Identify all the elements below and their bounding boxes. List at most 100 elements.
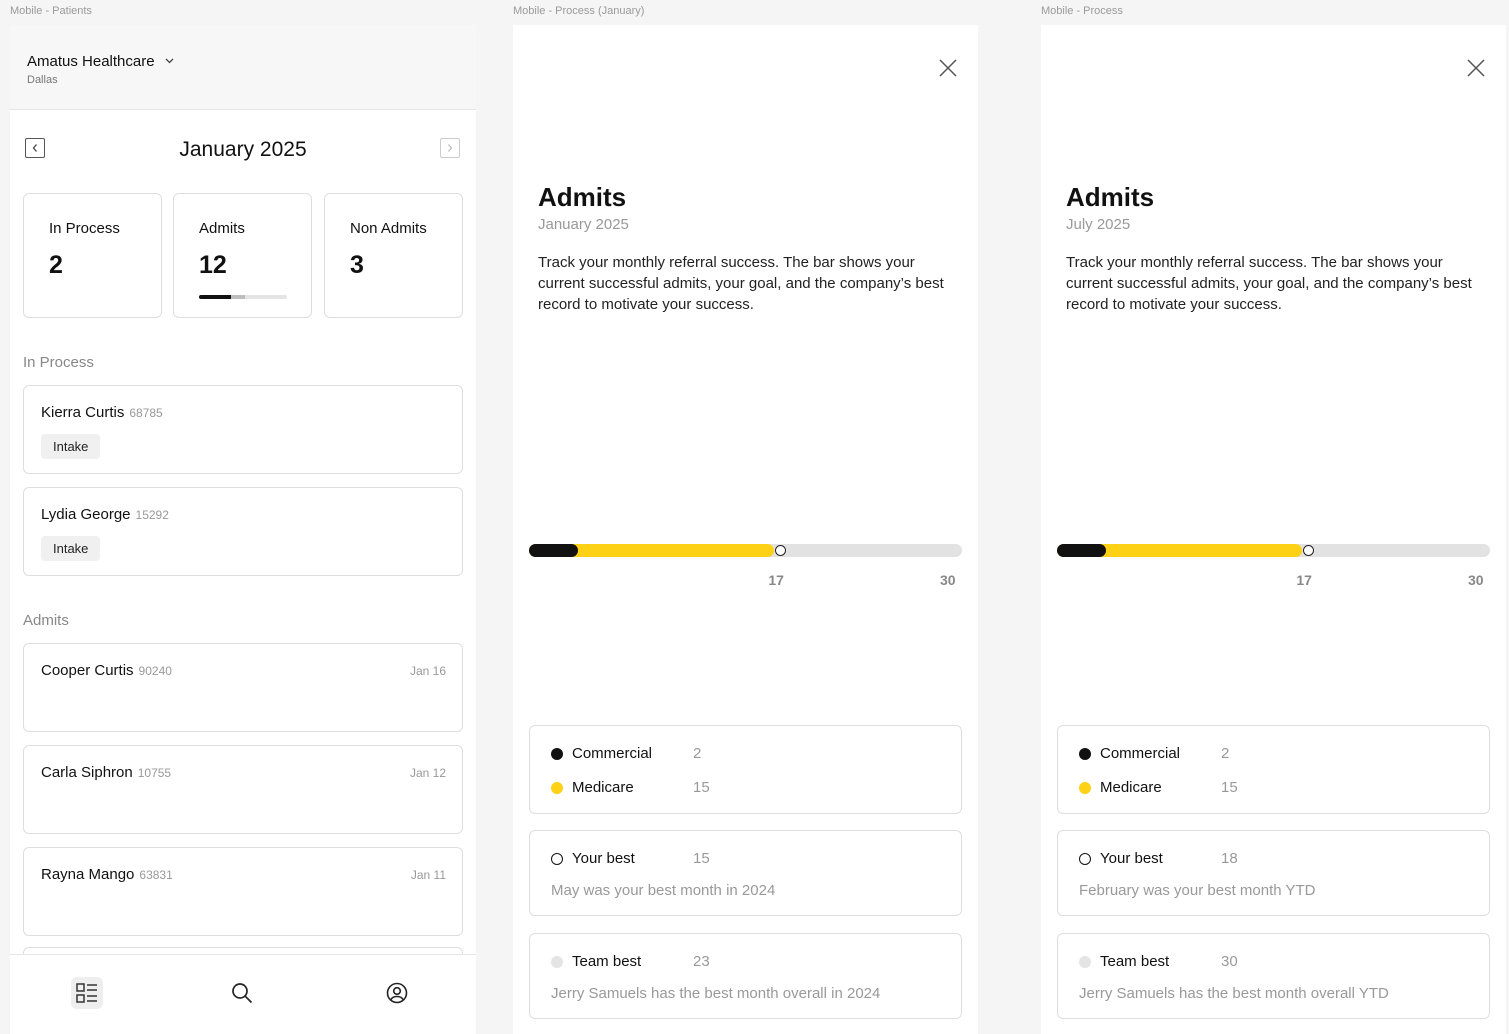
medicare-label: Medicare (572, 779, 634, 796)
patient-name-line: Cooper Curtis 90240 (41, 662, 172, 679)
patient-name-line: Rayna Mango 63831 (41, 866, 173, 883)
nav-search-button[interactable] (226, 977, 258, 1009)
commercial-row: Commercial 2 (1079, 745, 1229, 762)
your-best-value: 18 (1221, 850, 1238, 867)
medicare-label: Medicare (1100, 779, 1162, 796)
chevron-down-icon[interactable] (165, 51, 174, 69)
team-best-dot (1079, 955, 1091, 968)
detail-description: Track your monthly referral success. The… (1066, 254, 1472, 313)
commercial-dot (551, 747, 563, 760)
commercial-row: Commercial 2 (551, 745, 701, 762)
your-best-dot (551, 852, 563, 865)
close-button[interactable] (938, 58, 958, 78)
stat-value: 12 (199, 251, 227, 279)
patient-card[interactable]: Carla Siphron 10755 Jan 12 (23, 745, 463, 834)
commercial-segment (529, 544, 579, 557)
breakdown-card: Commercial 2 Medicare 15 (529, 725, 962, 814)
close-icon (939, 59, 957, 77)
your-best-dot (1079, 852, 1091, 865)
frame-label-process: Mobile - Process (1041, 5, 1123, 17)
patient-id: 15292 (135, 508, 169, 522)
commercial-segment (1057, 544, 1107, 557)
chevron-left-icon (32, 144, 37, 152)
nav-patients-button[interactable] (71, 977, 103, 1009)
patient-card[interactable]: Kierra Curtis 68785 Intake (23, 385, 463, 474)
medicare-progress (230, 295, 245, 299)
medicare-dot (551, 781, 563, 794)
process-january-screen: Admits January 2025 Track your monthly r… (513, 25, 978, 1034)
goal-label: 17 (1296, 572, 1312, 588)
your-best-note: May was your best month in 2024 (551, 882, 776, 899)
breakdown-card: Commercial 2 Medicare 15 (1057, 725, 1490, 814)
goal-marker (775, 545, 787, 556)
patients-screen: Amatus Healthcare Dallas January 2025 In… (10, 25, 476, 1034)
team-best-value: 23 (693, 953, 710, 970)
detail-subtitle: January 2025 (538, 216, 629, 233)
close-icon (1467, 59, 1485, 77)
admits-progress-bar (1057, 544, 1490, 557)
commercial-value: 2 (693, 745, 702, 762)
your-best-label: Your best (1100, 850, 1163, 867)
search-icon (232, 983, 253, 1004)
month-title: January 2025 (179, 138, 307, 161)
detail-description: Track your monthly referral success. The… (538, 254, 944, 313)
commercial-label: Commercial (1100, 745, 1181, 762)
stat-card-admits[interactable]: Admits 12 (173, 193, 312, 318)
medicare-segment (1057, 544, 1303, 557)
org-name[interactable]: Amatus Healthcare (27, 53, 155, 70)
team-best-label: Team best (1100, 953, 1170, 970)
nav-profile-button[interactable] (381, 977, 413, 1009)
your-best-note: February was your best month YTD (1079, 882, 1316, 899)
patient-name: Lydia George (41, 506, 131, 523)
admit-date: Jan 12 (409, 766, 446, 780)
stat-card-in-process[interactable]: In Process 2 (23, 193, 162, 318)
team-best-card: Team best 30 Jerry Samuels has the best … (1057, 933, 1490, 1019)
max-label: 30 (1468, 572, 1484, 588)
team-best-note: Jerry Samuels has the best month overall… (1079, 985, 1389, 1002)
patient-id: 10755 (137, 766, 172, 780)
stat-label: Admits (199, 220, 245, 237)
your-best-card: Your best 15 May was your best month in … (529, 830, 962, 916)
detail-title: Admits (1066, 182, 1155, 212)
close-button[interactable] (1466, 58, 1486, 78)
status-tag: Intake (41, 434, 101, 459)
your-best-row: Your best 18 (1079, 850, 1238, 867)
frame-label-process-january: Mobile - Process (January) (513, 5, 645, 17)
bottom-nav (10, 954, 476, 1034)
prev-month-button[interactable] (25, 138, 45, 158)
patient-card[interactable]: Lydia George 15292 Intake (23, 487, 463, 576)
patient-name: Carla Siphron (41, 764, 133, 781)
patient-card[interactable]: Rayna Mango 63831 Jan 11 (23, 847, 463, 936)
admits-progress-bar (199, 295, 287, 299)
section-title-admits: Admits (23, 612, 69, 629)
org-header[interactable]: Amatus Healthcare Dallas (10, 25, 476, 110)
medicare-row: Medicare 15 (1079, 779, 1238, 796)
medicare-segment (529, 544, 775, 557)
team-best-label: Team best (572, 953, 642, 970)
team-best-dot (551, 955, 563, 968)
team-best-row: Team best 23 (551, 953, 710, 970)
goal-label: 17 (768, 572, 784, 588)
patient-name-line: Carla Siphron 10755 (41, 764, 171, 781)
patient-card[interactable]: Cooper Curtis 90240 Jan 16 (23, 643, 463, 732)
detail-subtitle: July 2025 (1066, 216, 1131, 233)
patient-name: Cooper Curtis (41, 662, 134, 679)
admits-progress-bar (529, 544, 962, 557)
stat-label: In Process (49, 220, 120, 237)
patient-name: Rayna Mango (41, 866, 135, 883)
commercial-label: Commercial (572, 745, 653, 762)
stat-label: Non Admits (350, 220, 427, 237)
your-best-label: Your best (572, 850, 635, 867)
team-best-row: Team best 30 (1079, 953, 1238, 970)
your-best-row: Your best 15 (551, 850, 710, 867)
commercial-value: 2 (1221, 745, 1230, 762)
medicare-dot (1079, 781, 1091, 794)
patient-id: 90240 (138, 664, 172, 678)
next-month-button[interactable] (440, 138, 460, 158)
user-circle-icon (386, 982, 408, 1004)
commercial-progress (199, 295, 231, 299)
admit-date: Jan 11 (410, 868, 446, 882)
team-best-note: Jerry Samuels has the best month overall… (551, 985, 881, 1002)
medicare-value: 15 (1221, 779, 1238, 796)
stat-card-non-admits[interactable]: Non Admits 3 (324, 193, 463, 318)
